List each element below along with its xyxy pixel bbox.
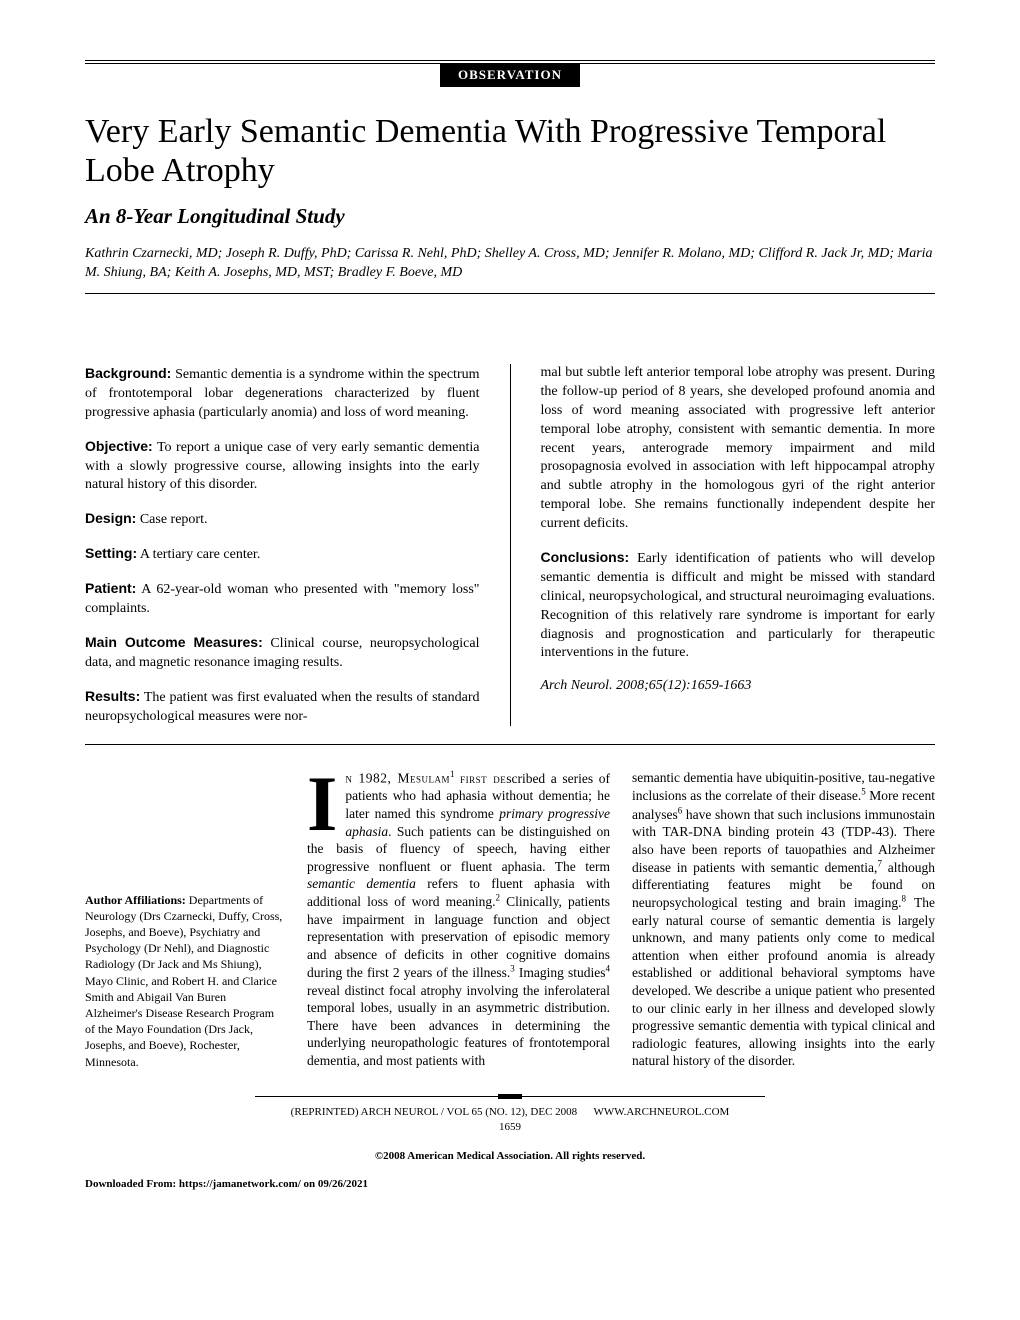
design-label: Design: — [85, 510, 136, 526]
affiliations-heading: Author Affiliations: — [85, 893, 186, 907]
article-subtitle: An 8-Year Longitudinal Study — [85, 204, 935, 229]
footer-rule-wrap — [85, 1096, 935, 1097]
rule-after-authors — [85, 293, 935, 294]
design-text: Case report. — [136, 512, 207, 527]
results-label: Results: — [85, 688, 140, 704]
footer-rule — [255, 1096, 765, 1097]
conclusions-label: Conclusions: — [541, 549, 630, 565]
body-col1-text: first described a series of patients who… — [307, 771, 610, 1068]
download-note: Downloaded From: https://jamanetwork.com… — [85, 1178, 935, 1190]
objective-label: Objective: — [85, 438, 153, 454]
abstract-design: Design: Case report. — [85, 509, 480, 530]
abstract-background: Background: Semantic dementia is a syndr… — [85, 364, 480, 423]
background-label: Background: — [85, 365, 171, 381]
setting-text: A tertiary care center. — [137, 547, 260, 562]
results-text: The patient was first evaluated when the… — [85, 690, 480, 724]
affiliations-text: Departments of Neurology (Drs Czarnecki,… — [85, 893, 282, 1069]
affiliations-column: Author Affiliations: Departments of Neur… — [85, 769, 285, 1069]
body-opening-smallcaps: n 1982, Mesulam — [345, 771, 450, 786]
abstract-results: Results: The patient was first evaluated… — [85, 687, 480, 727]
body-col-1: In 1982, Mesulam1 first described a seri… — [307, 769, 610, 1069]
abstract-col-left: Background: Semantic dementia is a syndr… — [85, 364, 480, 726]
affiliations: Author Affiliations: Departments of Neur… — [85, 892, 285, 1070]
setting-label: Setting: — [85, 545, 137, 561]
rule-after-abstract — [85, 744, 935, 745]
article-title: Very Early Semantic Dementia With Progre… — [85, 112, 935, 190]
copyright: ©2008 American Medical Association. All … — [85, 1150, 935, 1162]
section-badge-label: OBSERVATION — [440, 63, 580, 87]
abstract-conclusions: Conclusions: Early identification of pat… — [541, 548, 936, 663]
abstract-objective: Objective: To report a unique case of ve… — [85, 437, 480, 496]
patient-text: A 62-year-old woman who presented with "… — [85, 582, 480, 616]
abstract-outcome: Main Outcome Measures: Clinical course, … — [85, 633, 480, 673]
footer-url: WWW.ARCHNEUROL.COM — [593, 1106, 729, 1118]
citation: Arch Neurol. 2008;65(12):1659-1663 — [541, 677, 936, 696]
footer-reprint-line: (REPRINTED) ARCH NEUROL / VOL 65 (NO. 12… — [85, 1105, 935, 1136]
conclusions-text: Early identification of patients who wil… — [541, 551, 936, 660]
footer-page: 1659 — [499, 1121, 521, 1133]
authors-line: Kathrin Czarnecki, MD; Joseph R. Duffy, … — [85, 245, 935, 283]
body-col2-text: semantic dementia have ubiquitin-positiv… — [632, 770, 935, 1068]
outcome-label: Main Outcome Measures: — [85, 634, 263, 650]
body-col-2: semantic dementia have ubiquitin-positiv… — [632, 769, 935, 1069]
abstract-patient: Patient: A 62-year-old woman who present… — [85, 579, 480, 619]
abstract-columns: Background: Semantic dementia is a syndr… — [85, 364, 935, 726]
section-badge: OBSERVATION — [85, 63, 935, 87]
footer-reprint: (REPRINTED) ARCH NEUROL / VOL 65 (NO. 12… — [291, 1106, 578, 1118]
abstract-col-right: mal but subtle left anterior temporal lo… — [541, 364, 936, 726]
abstract-setting: Setting: A tertiary care center. — [85, 544, 480, 565]
results-continued: mal but subtle left anterior temporal lo… — [541, 364, 936, 534]
abstract-divider — [510, 364, 511, 726]
body-columns: Author Affiliations: Departments of Neur… — [85, 769, 935, 1069]
patient-label: Patient: — [85, 580, 136, 596]
top-rule — [85, 60, 935, 61]
dropcap: I — [307, 769, 345, 835]
